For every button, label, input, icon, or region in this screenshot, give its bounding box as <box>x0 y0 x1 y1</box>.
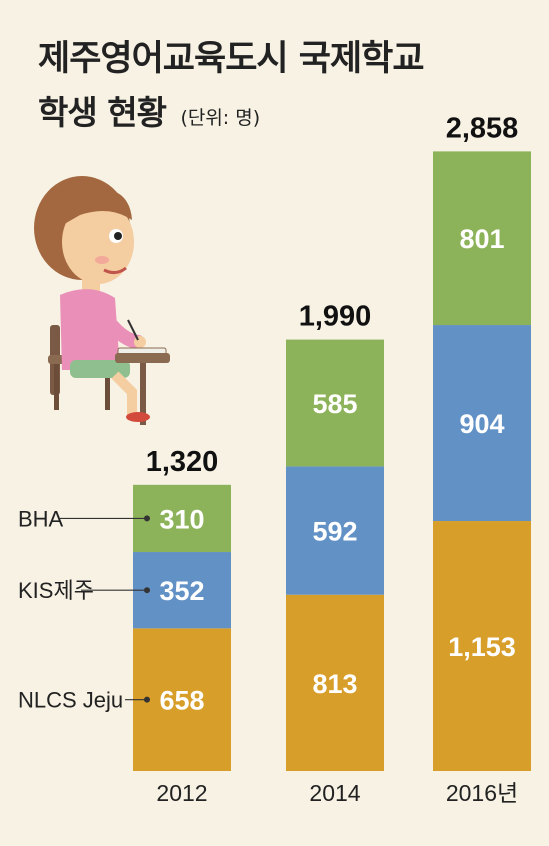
legend-label: BHA <box>18 506 64 531</box>
bar-segment <box>433 325 531 522</box>
subtitle-text: 학생 현황 <box>38 93 167 132</box>
bar-segment <box>286 594 384 771</box>
segment-value-label: 658 <box>159 686 204 716</box>
bar-segment <box>286 466 384 595</box>
segment-value-label: 801 <box>459 224 504 254</box>
total-value-label: 2,858 <box>446 112 519 144</box>
legend-label: NLCS Jeju <box>18 688 123 713</box>
segment-value-label: 592 <box>312 517 357 547</box>
bar-segment <box>433 521 531 771</box>
bar-segment <box>286 339 384 467</box>
x-tick-label: 2014 <box>309 780 360 806</box>
legend-leader-dot <box>144 587 150 594</box>
x-tick-label: 2012 <box>156 780 207 806</box>
segment-value-label: 813 <box>312 669 357 699</box>
segment-value-label: 352 <box>159 576 204 606</box>
segment-value-label: 1,153 <box>448 632 516 662</box>
student-illustration <box>34 176 170 425</box>
chart-subtitle: 학생 현황 (단위: 명) <box>38 86 260 134</box>
segment-value-label: 585 <box>312 389 357 419</box>
segment-value-label: 904 <box>459 409 504 439</box>
total-value-label: 1,990 <box>299 301 372 333</box>
legend-leader-dot <box>144 696 150 703</box>
segment-value-label: 310 <box>159 504 204 534</box>
chart-title: 제주영어교육도시 국제학교 <box>38 39 425 79</box>
total-value-label: 1,320 <box>146 446 219 478</box>
unit-label: (단위: 명) <box>180 107 261 129</box>
legend-leader-dot <box>144 515 150 522</box>
bar-segment <box>433 151 531 326</box>
x-tick-label: 2016년 <box>446 780 518 806</box>
